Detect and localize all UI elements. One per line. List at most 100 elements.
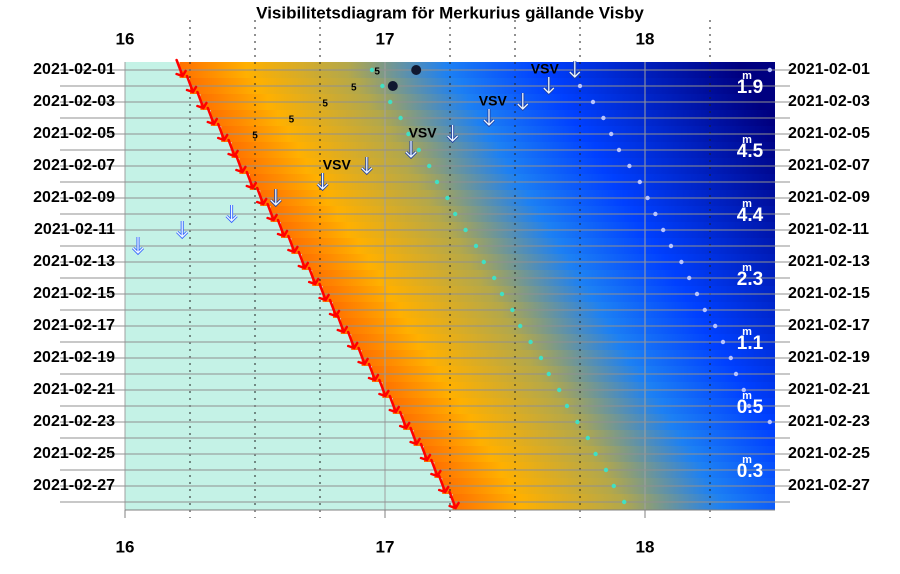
setting-arrow-core	[483, 109, 495, 126]
dot	[499, 291, 505, 297]
date-label-right: 2021-02-21	[788, 381, 870, 398]
sunset-arrow	[398, 410, 411, 430]
date-label-left: 2021-02-23	[33, 413, 115, 430]
sunset-arrow	[185, 74, 198, 94]
date-label-left: 2021-02-21	[33, 381, 115, 398]
dot	[510, 307, 515, 313]
altitude-label: 5	[374, 67, 380, 78]
dot	[445, 195, 450, 201]
dot	[492, 275, 497, 281]
x-tick-label-bottom: 18	[636, 537, 655, 556]
date-label-right: 2021-02-07	[788, 157, 870, 174]
dot	[733, 371, 739, 377]
dot	[528, 339, 533, 345]
dot	[481, 259, 486, 265]
date-label-right: 2021-02-05	[788, 125, 870, 142]
dot	[603, 467, 609, 473]
date-label-left: 2021-02-03	[33, 93, 115, 110]
sunset-arrow	[276, 218, 289, 238]
sunset-arrow	[357, 346, 369, 366]
date-label-right: 2021-02-25	[788, 445, 870, 462]
magnitude-unit: m	[742, 70, 752, 82]
date-label-right: 2021-02-11	[788, 221, 869, 238]
dot	[702, 307, 707, 313]
chart-title: Visibilitetsdiagram för Merkurius gällan…	[256, 3, 644, 22]
sunset-arrow	[227, 138, 239, 158]
magnitude-unit: m	[742, 454, 752, 466]
direction-label: VSV	[479, 93, 508, 109]
dot	[518, 323, 523, 329]
sunset-arrow	[307, 266, 320, 286]
date-label-left: 2021-02-13	[33, 253, 115, 270]
dot	[593, 451, 598, 457]
direction-label: VSV	[531, 61, 560, 77]
dot	[398, 115, 403, 121]
magnitude-label: 0.3	[737, 461, 763, 482]
dot	[616, 147, 622, 153]
dot	[546, 371, 551, 377]
setting-arrow-core	[132, 237, 144, 254]
magnitude-unit: m	[742, 134, 752, 146]
sunset-arrow	[245, 170, 258, 190]
sunset-arrow	[216, 122, 229, 142]
setting-arrow-core	[517, 93, 529, 110]
dot	[694, 291, 700, 297]
date-label-right: 2021-02-13	[788, 253, 870, 270]
dot	[538, 355, 544, 361]
dot	[557, 387, 562, 393]
sunset-arrow	[336, 314, 349, 334]
altitude-label: 5	[252, 131, 258, 142]
direction-label: VSV	[323, 157, 352, 173]
sunset-arrow	[367, 362, 380, 382]
date-label-left: 2021-02-07	[33, 157, 115, 174]
mercury-dot	[411, 65, 422, 75]
sunset-arrow	[255, 186, 268, 206]
date-label-right: 2021-02-03	[788, 93, 870, 110]
altitude-label: 5	[289, 115, 295, 126]
dot	[611, 483, 616, 489]
setting-arrow-core	[317, 173, 329, 190]
dot	[713, 323, 718, 329]
sunset-arrow	[430, 458, 442, 478]
dot	[653, 211, 658, 217]
dot	[453, 211, 458, 217]
dot	[720, 339, 726, 345]
sunset-arrow	[206, 106, 219, 126]
magnitude-label: 0.5	[737, 397, 764, 418]
setting-arrow-core	[270, 189, 282, 206]
date-label-left: 2021-02-19	[33, 349, 115, 366]
x-tick-label-top: 17	[376, 29, 395, 48]
magnitude-label: 4.4	[737, 205, 764, 226]
date-label-left: 2021-02-15	[33, 285, 115, 302]
dot	[427, 163, 432, 169]
sunset-arrow	[388, 394, 401, 414]
date-label-left: 2021-02-25	[33, 445, 115, 462]
direction-label: VSV	[409, 125, 438, 141]
dot	[609, 131, 614, 137]
mercury-dot	[387, 81, 398, 91]
dot	[741, 387, 746, 393]
dot	[661, 227, 666, 233]
dot	[767, 419, 772, 425]
date-label-left: 2021-02-05	[33, 125, 115, 142]
dot	[645, 195, 650, 201]
date-label-left: 2021-02-17	[33, 317, 115, 334]
sunset-arrow	[419, 442, 432, 462]
magnitude-label: 2.3	[737, 269, 763, 290]
magnitude-unit: m	[742, 262, 752, 274]
sunset-arrow	[287, 234, 299, 254]
dot	[590, 99, 596, 105]
dot	[637, 179, 642, 185]
dot	[380, 83, 385, 89]
sunset-arrow	[175, 58, 187, 78]
dot	[575, 419, 580, 425]
sunset-arrow	[196, 90, 208, 110]
magnitude-unit: m	[742, 390, 752, 402]
dot	[687, 275, 692, 281]
sunset-arrow	[346, 330, 359, 350]
date-label-left: 2021-02-27	[33, 477, 115, 494]
dot	[388, 99, 393, 105]
magnitude-unit: m	[742, 198, 752, 210]
